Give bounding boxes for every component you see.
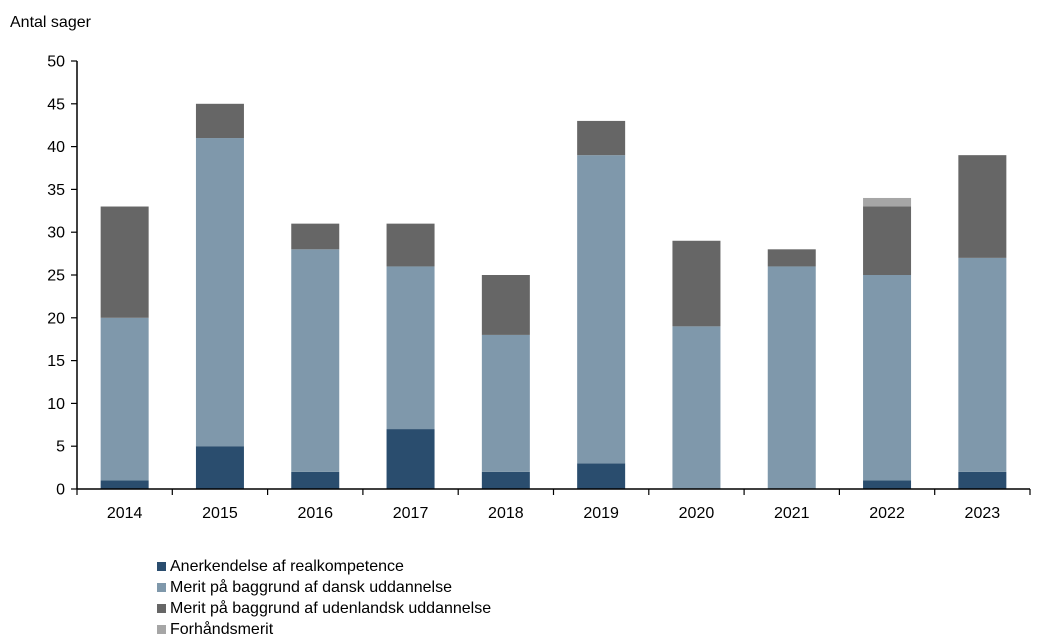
y-tick-label-40: 40: [47, 139, 65, 156]
legend: Anerkendelse af realkompetence Merit på b…: [157, 556, 491, 640]
legend-label: Forhåndsmerit: [170, 621, 274, 638]
legend-label: Anerkendelse af realkompetence: [170, 558, 404, 575]
bar-2014-series-1: [100, 480, 149, 489]
legend-swatch: [157, 604, 166, 613]
y-tick-label-35: 35: [47, 182, 65, 199]
x-tick-label-2020: 2020: [679, 505, 715, 522]
legend-label: Merit på baggrund af udenlandsk uddannel…: [170, 600, 492, 617]
bar-2018-series-3: [481, 275, 530, 335]
bar-2022-series-2: [863, 275, 912, 481]
bar-2021-series-3: [767, 249, 816, 267]
legend-item-2: Merit på baggrund af dansk uddannelse: [157, 577, 491, 598]
bar-2023-series-1: [958, 471, 1007, 489]
bar-2023-series-3: [958, 155, 1007, 258]
bar-2021-series-2: [767, 266, 816, 489]
bar-2018-series-1: [481, 471, 530, 489]
legend-swatch: [157, 625, 166, 634]
x-tick-label-2014: 2014: [107, 505, 143, 522]
legend-swatch: [157, 562, 166, 571]
y-tick-label-50: 50: [47, 54, 65, 71]
legend-item-1: Anerkendelse af realkompetence: [157, 556, 491, 577]
bar-2015-series-1: [195, 446, 244, 489]
y-tick-label-20: 20: [47, 310, 65, 327]
x-tick-label-2023: 2023: [965, 505, 1001, 522]
y-axis-title: Antal sager: [10, 14, 91, 31]
bar-2018-series-2: [481, 334, 530, 472]
bar-2019-series-2: [577, 155, 626, 464]
axes-layer: 0 5 10 15 20 25 30 35 40 45 50 2014 2015 2016 2017 2018…: [47, 54, 1031, 522]
bar-2014-series-3: [100, 206, 149, 318]
bar-2015-series-2: [195, 138, 244, 447]
bar-2016-series-3: [291, 223, 340, 250]
y-tick-label-30: 30: [47, 225, 65, 242]
y-tick-label-10: 10: [47, 396, 65, 413]
bar-2023-series-2: [958, 257, 1007, 472]
y-tick-label-5: 5: [56, 439, 65, 456]
bar-2014-series-2: [100, 317, 149, 481]
bars-layer: [100, 103, 1007, 489]
bar-2019-series-1: [577, 463, 626, 489]
x-tick-label-2017: 2017: [393, 505, 429, 522]
bar-2017-series-2: [386, 266, 435, 430]
legend-item-4: Forhåndsmerit: [157, 619, 491, 640]
y-tick-label-0: 0: [56, 482, 65, 499]
bar-2022-series-3: [863, 206, 912, 275]
legend-item-3: Merit på baggrund af udenlandsk uddannel…: [157, 598, 491, 619]
bar-2020-series-3: [672, 240, 721, 327]
bar-2016-series-2: [291, 249, 340, 472]
bar-2017-series-3: [386, 223, 435, 267]
x-tick-label-2021: 2021: [774, 505, 810, 522]
bar-2022-series-4: [863, 197, 912, 207]
y-tick-label-25: 25: [47, 268, 65, 285]
stacked-bar-chart: 0 5 10 15 20 25 30 35 40 45 50 2014 2015 2016 2017 2018…: [47, 54, 1031, 522]
bar-2022-series-1: [863, 480, 912, 489]
y-tick-label-45: 45: [47, 96, 65, 113]
x-tick-label-2015: 2015: [202, 505, 238, 522]
bar-2016-series-1: [291, 471, 340, 489]
x-tick-label-2019: 2019: [583, 505, 619, 522]
bar-2017-series-1: [386, 429, 435, 489]
legend-swatch: [157, 583, 166, 592]
y-tick-label-15: 15: [47, 353, 65, 370]
x-tick-label-2016: 2016: [297, 505, 333, 522]
bar-2020-series-2: [672, 326, 721, 489]
legend-label: Merit på baggrund af dansk uddannelse: [170, 579, 452, 596]
x-tick-label-2022: 2022: [869, 505, 905, 522]
x-tick-label-2018: 2018: [488, 505, 524, 522]
bar-2015-series-3: [195, 103, 244, 139]
bar-2019-series-3: [577, 120, 626, 156]
